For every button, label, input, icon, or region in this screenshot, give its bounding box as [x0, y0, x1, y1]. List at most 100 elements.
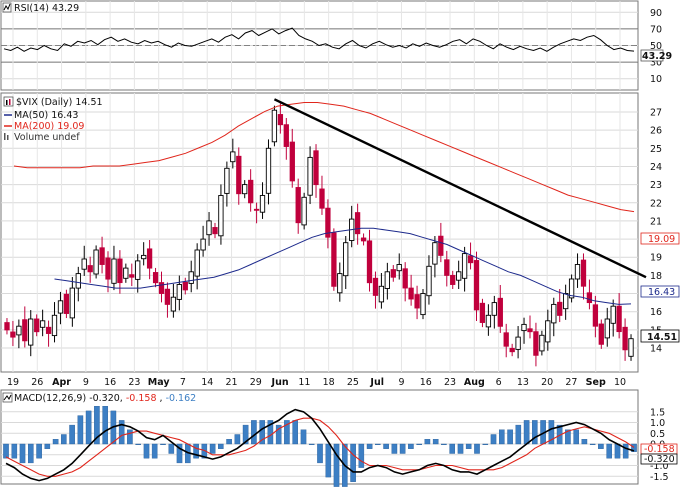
candle-body — [533, 331, 539, 356]
candle-body — [188, 271, 194, 284]
candle-body — [283, 124, 289, 147]
macd-histogram-bar — [424, 439, 431, 445]
macd-histogram-bar — [375, 443, 381, 446]
candle-body — [170, 296, 177, 312]
candle-body — [218, 195, 224, 237]
macd-histogram-bar — [209, 443, 216, 454]
candle-body — [515, 336, 521, 350]
macd-histogram-bar — [507, 429, 513, 445]
macd-histogram-bar — [581, 439, 588, 445]
candle-body — [265, 147, 272, 194]
date-tick-label: 23 — [128, 377, 140, 388]
macd-histogram-bar — [333, 443, 340, 487]
downtrend-line — [273, 98, 647, 279]
macd-panel: 1.51.00.50.0-0.5-1.0-1.5 MACD(12,26,9) -… — [0, 389, 678, 487]
candle-body — [93, 249, 99, 275]
candle-body — [301, 196, 307, 226]
candle-body — [141, 254, 147, 260]
date-tick-label: 10 — [614, 377, 626, 388]
ma200-line — [13, 102, 635, 213]
macd-histogram-bar — [441, 443, 447, 446]
candle-body — [557, 301, 563, 316]
macd-tick-label: -1.5 — [650, 472, 669, 483]
candle-body — [295, 187, 301, 224]
candle-body — [277, 114, 284, 126]
price-legend-swatch — [3, 96, 14, 107]
macd-histogram-bar — [251, 420, 257, 445]
price-tick-label: 25 — [650, 144, 662, 155]
date-tick-label: 16 — [420, 377, 432, 388]
rsi-badge-box — [640, 49, 664, 62]
candle-body — [337, 273, 343, 294]
candle-body — [438, 235, 444, 256]
candle-body — [81, 258, 87, 270]
candle-body — [610, 305, 616, 324]
macd-histogram-bar — [631, 443, 637, 452]
candle-body — [105, 257, 111, 280]
rsi-tick-label: 30 — [650, 58, 662, 69]
candle-body — [461, 253, 468, 279]
date-tick-label: 23 — [444, 377, 456, 388]
candle-body — [57, 300, 64, 314]
candle-body — [390, 269, 396, 278]
date-tick-label: 11 — [298, 377, 310, 388]
candle-body — [568, 278, 575, 299]
price-tick-label: 16 — [650, 307, 662, 318]
candle-body — [129, 274, 135, 278]
candle-body — [378, 285, 385, 303]
candle-legend-icon-red — [9, 99, 11, 105]
candle-body — [111, 258, 117, 284]
candle-body — [313, 150, 319, 186]
rsi-legend-icon — [3, 3, 11, 11]
macd-histogram-bar — [515, 424, 522, 445]
date-tick-label: 9 — [398, 377, 404, 388]
rsi-tick-label: 70 — [650, 24, 662, 35]
price-tick-label: 27 — [650, 108, 662, 119]
macd-histogram-bar — [449, 443, 456, 454]
candle-body — [135, 260, 141, 280]
candle-body — [194, 249, 200, 277]
ma50-badge-value: 16.43 — [648, 287, 675, 298]
macd-badge-box — [640, 453, 678, 465]
macd-tick-label: 1.5 — [650, 407, 665, 418]
date-tick-label: 29 — [250, 377, 262, 388]
macd-histogram-bar — [432, 439, 439, 445]
candle-body — [616, 305, 622, 333]
candle-body — [242, 184, 248, 195]
macd-histogram-bar — [28, 443, 34, 464]
macd-line — [5, 408, 635, 482]
candle-body — [307, 156, 313, 196]
candle-body — [230, 151, 236, 163]
candle-body — [259, 195, 266, 213]
candle-body — [34, 318, 40, 333]
candle-body — [224, 167, 230, 194]
candle-body — [206, 220, 212, 236]
macd-histogram-bar — [160, 443, 166, 446]
macd-histogram-bar — [151, 443, 158, 459]
macd-legend: MACD(12,26,9) -0.320, -0.158 , -0.162 — [2, 392, 197, 404]
rsi-last-value: 43.29 — [642, 51, 672, 62]
price-legend-symbol: $VIX (Daily) 14.51 — [16, 97, 103, 108]
macd-histogram-bar — [565, 429, 571, 445]
candle-body — [289, 141, 295, 182]
candle-body — [467, 255, 474, 264]
candle-body — [10, 331, 16, 338]
candle-body — [51, 314, 58, 337]
date-tick-label: Jul — [369, 377, 384, 388]
rsi-tick-label: 50 — [650, 41, 662, 52]
macd-legend-hist: -0.162 — [166, 393, 197, 404]
rsi-legend: RSI(14) 43.29 — [2, 2, 79, 14]
candle-body — [604, 318, 610, 339]
price-frame — [0, 92, 639, 373]
macd-histogram-bar — [102, 406, 108, 445]
rsi-line — [3, 27, 635, 52]
ma200-badge-value: 19.09 — [648, 234, 675, 245]
ma50-legend-label: MA(50) 16.43 — [14, 110, 78, 121]
date-tick-label: 25 — [347, 377, 359, 388]
candle-body — [63, 293, 70, 314]
volume-legend-icon-2 — [7, 135, 9, 140]
ma50-badge-box — [640, 285, 680, 298]
price-panel: 2726252423222120191817161514 $VIX (Daily… — [0, 92, 680, 373]
candle-body — [444, 259, 450, 276]
